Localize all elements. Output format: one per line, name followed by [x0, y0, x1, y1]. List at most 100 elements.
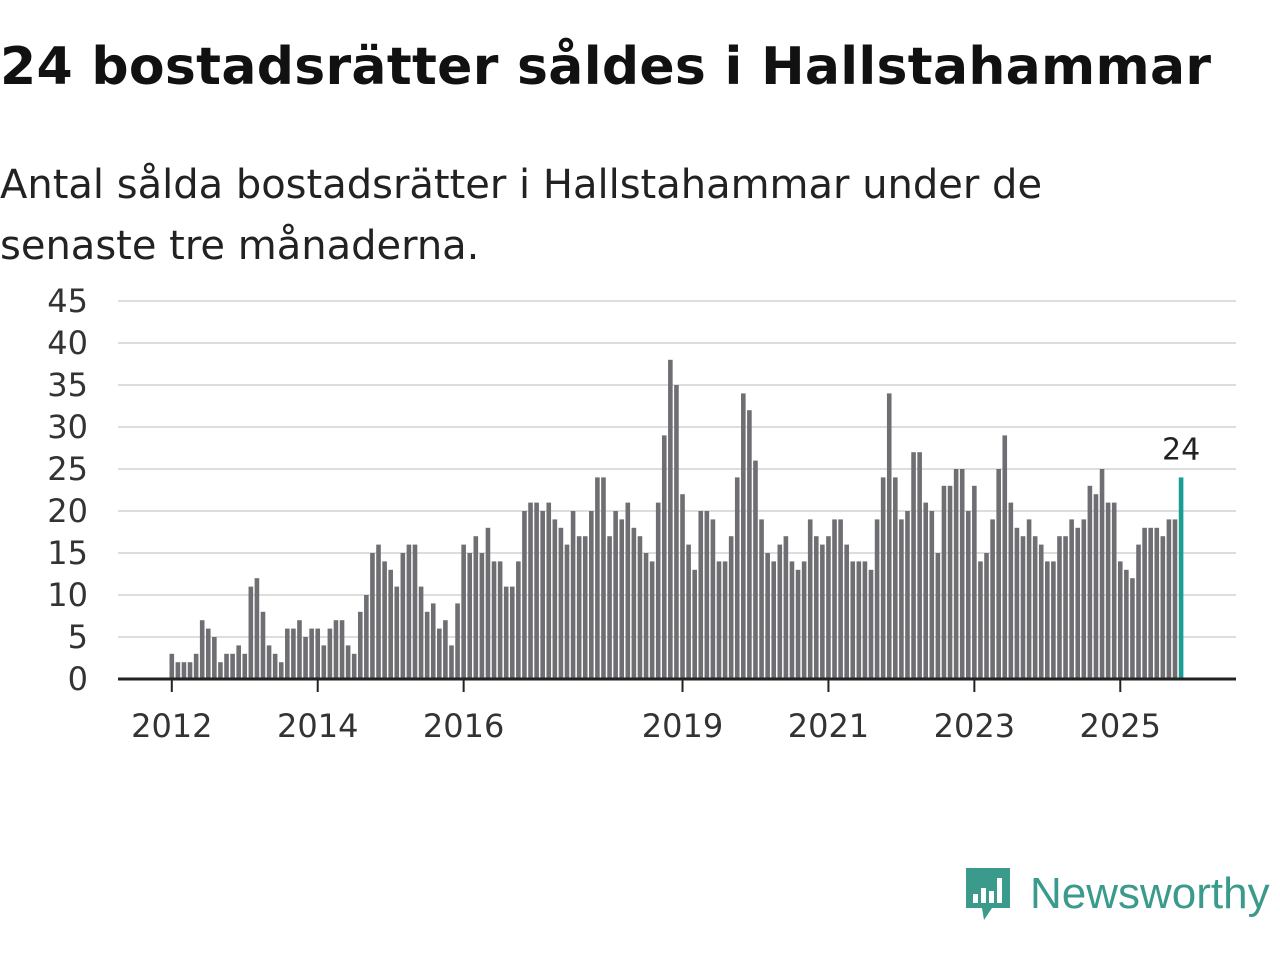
bar — [899, 519, 904, 679]
x-tick-label: 2025 — [1080, 707, 1161, 745]
bar — [996, 469, 1001, 679]
bar — [187, 662, 193, 679]
bar — [905, 511, 910, 679]
bar — [813, 536, 819, 679]
bar — [370, 553, 375, 679]
bar — [503, 586, 509, 679]
bar — [382, 561, 387, 679]
x-tick-label: 2019 — [642, 707, 723, 745]
bar — [1172, 519, 1178, 679]
bar — [564, 544, 570, 679]
bar — [272, 653, 278, 679]
bar — [388, 569, 393, 679]
bar — [248, 586, 254, 679]
bar — [807, 519, 813, 679]
bar — [972, 485, 977, 679]
bar — [455, 603, 460, 679]
bar — [552, 519, 558, 679]
bar — [1038, 544, 1044, 679]
bar — [965, 511, 971, 679]
bar — [668, 359, 673, 679]
bar — [351, 653, 357, 679]
bar — [181, 662, 187, 679]
bar — [285, 628, 290, 679]
newsworthy-logo[interactable]: Newsworthy — [962, 864, 1270, 924]
bar — [874, 519, 880, 679]
y-tick-label: 0 — [68, 660, 88, 698]
bar — [491, 561, 497, 679]
bar — [886, 393, 892, 679]
bar — [546, 502, 552, 679]
bar — [838, 519, 843, 679]
bar — [728, 536, 734, 679]
bar — [953, 469, 959, 679]
bar — [595, 477, 600, 679]
bar — [710, 519, 716, 679]
bar — [516, 561, 521, 679]
bar — [856, 561, 862, 679]
bar — [1166, 519, 1172, 679]
bar — [959, 469, 965, 679]
bar — [1111, 502, 1117, 679]
bar — [1045, 561, 1050, 679]
bar — [406, 544, 412, 679]
bar — [418, 586, 424, 679]
bar — [424, 611, 430, 679]
bar — [661, 435, 667, 679]
bar — [473, 536, 479, 679]
bar — [315, 628, 321, 679]
bar — [339, 620, 345, 679]
y-tick-label: 5 — [68, 618, 88, 656]
bar — [1008, 502, 1014, 679]
bar — [917, 452, 922, 679]
bar — [880, 477, 886, 679]
bar — [212, 637, 217, 679]
bar — [254, 578, 260, 679]
x-axis-ticks: 2012 2014 2016 2019 2021 2023 2025 — [131, 679, 1161, 745]
bar — [826, 536, 831, 679]
bar — [1093, 494, 1099, 679]
bar — [570, 511, 576, 679]
y-tick-label: 25 — [47, 450, 88, 488]
bar — [741, 393, 746, 679]
bar — [309, 628, 314, 679]
bar — [169, 653, 175, 679]
bar — [704, 511, 710, 679]
bar — [947, 485, 953, 679]
bar — [582, 536, 588, 679]
data-labels: 24 — [1162, 432, 1200, 467]
bar — [479, 553, 485, 679]
bar — [1136, 544, 1141, 679]
x-tick-label: 2012 — [131, 707, 212, 745]
bar — [1148, 527, 1153, 679]
bar — [1087, 485, 1093, 679]
newsworthy-logo-icon — [966, 868, 1010, 920]
bar-latest — [1178, 477, 1184, 679]
bar — [759, 519, 764, 679]
bar — [327, 628, 333, 679]
bar — [443, 620, 448, 679]
x-tick-label: 2016 — [423, 707, 504, 745]
bars — [169, 359, 1184, 679]
bar — [893, 477, 898, 679]
bar — [400, 553, 406, 679]
bar — [692, 569, 697, 679]
bar — [376, 544, 381, 679]
y-tick-label: 45 — [47, 282, 88, 320]
bar — [607, 536, 612, 679]
bar — [649, 561, 655, 679]
x-tick-label: 2014 — [277, 707, 358, 745]
y-tick-label: 10 — [47, 576, 88, 614]
bar — [345, 645, 351, 679]
bar — [777, 544, 783, 679]
bar — [230, 653, 235, 679]
chart-subtitle: Antal sålda bostadsrätter i Hallstahamma… — [0, 162, 1043, 269]
bar — [1130, 578, 1135, 679]
x-tick-label: 2023 — [934, 707, 1015, 745]
bar — [576, 536, 582, 679]
bar — [236, 645, 241, 679]
bar — [941, 485, 947, 679]
bar — [1142, 527, 1147, 679]
bar — [1154, 527, 1160, 679]
bar — [394, 586, 400, 679]
